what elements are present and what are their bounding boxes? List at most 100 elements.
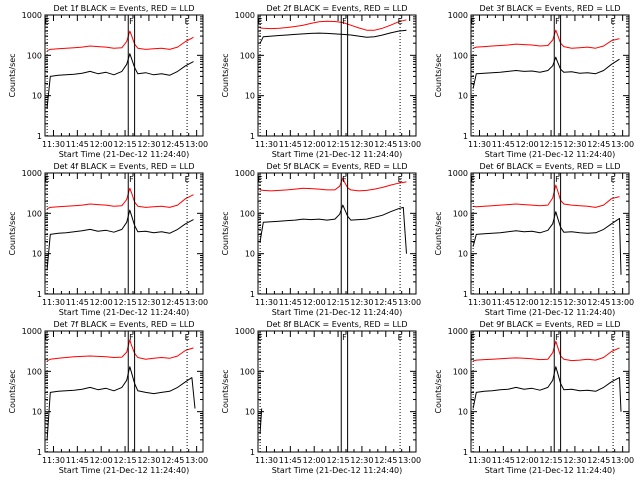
detector-panel-8: Det 8f BLACK = Events, RED = LLD Counts/s… (221, 320, 421, 475)
series-line-events (46, 53, 194, 108)
y-tick-label: 1 (37, 290, 42, 299)
x-tick-label: 13:00 (185, 456, 208, 465)
x-tick-label: 12:30 (563, 298, 586, 307)
y-axis-label: Counts/sec (221, 53, 230, 97)
series-line-lld (46, 30, 194, 52)
plot-frame (470, 14, 630, 137)
y-axis-label: Counts/sec (434, 369, 443, 413)
x-tick-label: 11:45 (279, 140, 302, 149)
x-tick-label: 11:45 (492, 456, 515, 465)
marker-label-f: F (342, 17, 347, 26)
plot-frame (44, 172, 204, 295)
x-tick-label: 12:15 (114, 140, 137, 149)
x-tick-label: 12:30 (563, 456, 586, 465)
y-tick-label: 10 (32, 408, 42, 417)
x-tick-label: 12:30 (350, 456, 373, 465)
marker-label-f: F (129, 175, 134, 184)
plot-frame (257, 14, 417, 137)
x-axis-label: Start Time (21-Dec-12 11:24:40) (59, 308, 190, 317)
x-tick-label: 12:45 (161, 456, 184, 465)
y-tick-label: 1 (463, 448, 468, 457)
panel-title: Det 4f BLACK = Events, RED = LLD (53, 162, 194, 171)
plot-frame (44, 330, 204, 453)
y-tick-label: 1000 (448, 11, 468, 20)
detector-panel-5: Det 5f BLACK = Events, RED = LLD Counts/s… (221, 162, 421, 317)
y-tick-label: 100 (453, 367, 468, 376)
x-tick-label: 12:45 (374, 298, 397, 307)
x-axis-label: Start Time (21-Dec-12 11:24:40) (272, 150, 403, 159)
marker-label-e: E (45, 333, 50, 342)
marker-label-f: F (342, 333, 347, 342)
panel-title: Det 5f BLACK = Events, RED = LLD (266, 162, 407, 171)
y-axis-label: Counts/sec (8, 369, 17, 413)
panel-title: Det 8f BLACK = Events, RED = LLD (266, 320, 407, 329)
detector-panel-6: Det 6f BLACK = Events, RED = LLD Counts/s… (434, 162, 634, 317)
marker-label-e: E (185, 175, 190, 184)
x-axis-label: Start Time (21-Dec-12 11:24:40) (485, 308, 616, 317)
x-tick-label: 12:15 (540, 298, 563, 307)
detector-panel-4: Det 4f BLACK = Events, RED = LLD Counts/s… (8, 162, 208, 317)
y-tick-label: 1 (463, 290, 468, 299)
y-tick-label: 10 (245, 92, 255, 101)
y-axis-label: Counts/sec (8, 53, 17, 97)
detector-panel-1: Det 1f BLACK = Events, RED = LLD Counts/s… (8, 4, 208, 159)
y-tick-label: 10 (32, 92, 42, 101)
y-tick-label: 1000 (22, 169, 42, 178)
y-tick-label: 1000 (22, 327, 42, 336)
x-tick-label: 11:30 (42, 298, 65, 307)
marker-label-e: E (611, 333, 616, 342)
marker-label-e: E (471, 17, 476, 26)
marker-label-e: E (471, 333, 476, 342)
x-tick-label: 12:00 (303, 298, 326, 307)
panel-title: Det 3f BLACK = Events, RED = LLD (479, 4, 620, 13)
x-tick-label: 13:00 (398, 456, 421, 465)
y-axis-label: Counts/sec (221, 211, 230, 255)
x-tick-label: 12:30 (350, 298, 373, 307)
panel-title: Det 7f BLACK = Events, RED = LLD (53, 320, 194, 329)
y-tick-label: 100 (27, 209, 42, 218)
y-tick-label: 1 (250, 448, 255, 457)
x-tick-label: 11:45 (279, 456, 302, 465)
series-line-lld (260, 177, 407, 192)
marker-label-f: F (555, 17, 560, 26)
y-tick-label: 1000 (235, 169, 255, 178)
x-tick-label: 12:00 (303, 140, 326, 149)
x-axis-label: Start Time (21-Dec-12 11:24:40) (59, 466, 190, 475)
y-tick-label: 1 (250, 132, 255, 141)
marker-label-f: F (129, 17, 134, 26)
x-tick-label: 13:00 (611, 140, 634, 149)
series-line-events (472, 211, 622, 275)
x-tick-label: 12:45 (161, 298, 184, 307)
x-axis-label: Start Time (21-Dec-12 11:24:40) (485, 466, 616, 475)
series-line-lld (472, 29, 620, 49)
x-tick-label: 12:45 (374, 140, 397, 149)
series-line-events (472, 56, 620, 89)
y-tick-label: 1 (463, 132, 468, 141)
marker-label-e: E (258, 175, 263, 184)
x-tick-label: 12:00 (90, 456, 113, 465)
x-tick-label: 12:15 (114, 456, 137, 465)
x-tick-label: 12:15 (114, 298, 137, 307)
x-tick-label: 11:45 (279, 298, 302, 307)
y-tick-label: 100 (453, 51, 468, 60)
x-tick-label: 12:30 (563, 140, 586, 149)
x-tick-label: 12:45 (587, 140, 610, 149)
plot-frame (257, 172, 417, 295)
y-tick-label: 10 (245, 250, 255, 259)
marker-label-f: F (555, 333, 560, 342)
y-tick-label: 10 (458, 250, 468, 259)
y-tick-label: 1000 (448, 327, 468, 336)
series-line-lld (46, 339, 194, 362)
marker-label-e: E (611, 175, 616, 184)
panel-title: Det 2f BLACK = Events, RED = LLD (266, 4, 407, 13)
x-tick-label: 11:30 (42, 140, 65, 149)
series-line-events (259, 29, 407, 44)
marker-label-e: E (398, 175, 403, 184)
y-tick-label: 10 (245, 408, 255, 417)
series-line-events (46, 209, 194, 270)
panel-title: Det 1f BLACK = Events, RED = LLD (53, 4, 194, 13)
marker-label-f: F (129, 333, 134, 342)
series-line-lld (473, 184, 620, 208)
y-tick-label: 10 (32, 250, 42, 259)
x-tick-label: 11:30 (42, 456, 65, 465)
